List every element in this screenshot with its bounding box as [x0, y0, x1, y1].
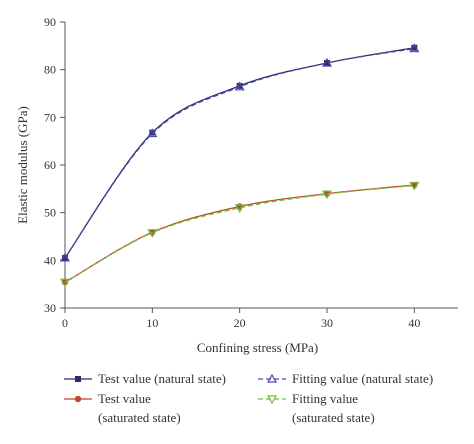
y-tick-label: 80 [44, 63, 56, 77]
x-tick-label: 30 [321, 316, 333, 330]
series-2 [59, 43, 420, 262]
legend-label: Fitting value (natural state) [292, 371, 433, 386]
data-point [59, 252, 71, 262]
series-3 [59, 181, 420, 288]
series-1 [61, 181, 418, 286]
legend-item: Test value (natural state) [64, 371, 226, 386]
series-layer [59, 43, 420, 288]
data-point [411, 44, 418, 51]
data-point [147, 128, 158, 138]
legend-label: Test value (natural state) [98, 371, 226, 386]
data-point [409, 181, 420, 191]
legend-label: (saturated state) [292, 410, 375, 425]
legend-label: (saturated state) [98, 410, 181, 425]
data-point [321, 57, 333, 67]
y-tick-label: 30 [44, 301, 56, 315]
x-axis-label: Confining stress (MPa) [197, 340, 318, 355]
legend-swatch-marker [266, 395, 278, 405]
legend-swatch-marker [266, 373, 278, 383]
y-tick-label: 50 [44, 206, 56, 220]
y-tick-label: 40 [44, 253, 56, 267]
y-tick-label: 60 [44, 158, 56, 172]
x-tick-label: 0 [62, 316, 68, 330]
data-point [236, 82, 243, 89]
x-tick-label: 40 [408, 316, 420, 330]
series-line [64, 184, 415, 283]
series-line [64, 184, 415, 283]
data-point [409, 43, 420, 53]
y-tick-label: 90 [44, 15, 56, 29]
y-tick-label: 70 [44, 110, 56, 124]
data-point [149, 129, 156, 136]
legend-item: Test value (saturated state) [64, 391, 181, 425]
axes: 0 10 20 30 40 30 40 50 60 70 80 90 Confining stress … [15, 15, 458, 355]
x-tick-label: 20 [234, 316, 246, 330]
data-point [59, 278, 71, 288]
x-tick-label: 10 [146, 316, 158, 330]
data-point [234, 204, 245, 214]
legend-label: Fitting value [292, 391, 358, 406]
series-line [64, 47, 415, 259]
y-axis-label: Elastic modulus (GPa) [15, 106, 30, 224]
data-point [324, 59, 330, 66]
data-point [321, 190, 333, 200]
series-0 [62, 44, 418, 261]
legend-swatch-marker [75, 376, 81, 382]
data-point [147, 229, 158, 238]
legend-item: Fitting value (saturated state) [258, 391, 375, 425]
legend-swatch-marker [74, 395, 82, 403]
series-line [64, 48, 415, 259]
legend: Test value (natural state) Fitting value … [64, 371, 433, 425]
legend-item: Fitting value (natural state) [258, 371, 433, 386]
legend-label: Test value [98, 391, 151, 406]
data-point [234, 81, 245, 91]
